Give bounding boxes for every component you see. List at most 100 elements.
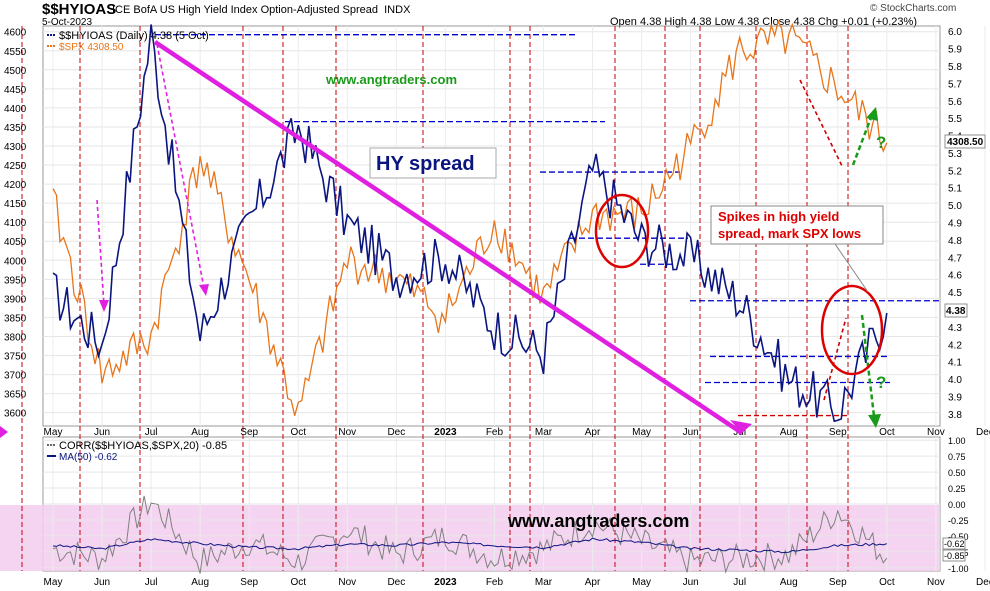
chart-subtitle: ICE BofA US High Yield Index Option-Adju… — [112, 4, 410, 16]
left-tick-label: 4400 — [4, 104, 27, 115]
x-tick-label-bottom: Jul — [145, 577, 158, 588]
right-tick-label: 5.9 — [948, 45, 962, 56]
x-tick-label: Jul — [145, 427, 158, 438]
left-tick-label: 4500 — [4, 66, 27, 77]
x-tick-label-bottom: 2023 — [434, 577, 457, 588]
right-tick-label: 5.2 — [948, 166, 962, 177]
left-tick-label: 3800 — [4, 332, 27, 343]
green-arrowhead — [868, 414, 881, 428]
right-axis-ticks: 3.83.94.04.14.24.34.44.54.64.74.84.95.05… — [948, 27, 962, 421]
website-bottom: www.angtraders.com — [507, 511, 689, 531]
x-tick-label-bottom: Feb — [486, 577, 504, 588]
left-tick-label: 3950 — [4, 275, 27, 286]
spikes-note-box — [710, 205, 884, 245]
spikes-note-line1: Spikes in high yield — [718, 209, 839, 224]
x-tick-label-bottom: Jun — [94, 577, 110, 588]
x-tick-label: Oct — [879, 427, 895, 438]
x-tick-label: Sep — [829, 427, 847, 438]
right-tick-label: 4.5 — [948, 288, 962, 299]
legend-corr: CORR($$HYIOAS,$SPX,20) -0.85 — [59, 440, 227, 452]
website-top: www.angtraders.com — [325, 72, 457, 87]
x-tick-label: Sep — [240, 427, 258, 438]
right-tick-label: 4.7 — [948, 253, 962, 264]
corr-tick-label: -0.50 — [948, 532, 969, 542]
spx-line — [52, 19, 888, 416]
x-tick-label-bottom: Sep — [829, 577, 847, 588]
ma-price-text: -0.85 — [944, 551, 965, 561]
main-panel-frame — [42, 25, 941, 427]
left-tick-label: 4050 — [4, 237, 27, 248]
red-dashed-verticals — [21, 26, 849, 571]
hy-spread-label: HY spread — [376, 153, 475, 175]
x-tick-label-bottom: Oct — [879, 577, 895, 588]
legend-spx: $SPX 4308.50 — [59, 42, 124, 53]
spikes-note-line2: spread, mark SPX lows — [718, 226, 861, 241]
exchange-code: INDX — [384, 4, 411, 16]
x-tick-label-bottom: Apr — [585, 577, 601, 588]
red-circle-oct — [820, 284, 884, 376]
legend-hyioas: $$HYIOAS (Daily) 4.38 (5 Oct) — [59, 30, 209, 42]
x-tick-label: Apr — [585, 427, 601, 438]
left-tick-label: 4250 — [4, 161, 27, 172]
spx-price-text: 4308.50 — [947, 137, 984, 148]
x-tick-label: Dec — [387, 427, 405, 438]
question-mark-2: ? — [876, 373, 886, 392]
ma-price-tag — [942, 549, 966, 562]
ma50-line — [52, 537, 887, 554]
left-tick-label: 4550 — [4, 47, 27, 58]
corr-tick-label: 0.00 — [948, 500, 966, 510]
x-tick-label-bottom: Sep — [240, 577, 258, 588]
red-circle-may — [594, 193, 650, 269]
left-tick-label: 4600 — [4, 28, 27, 39]
x-tick-label: Oct — [290, 427, 306, 438]
right-tick-label: 5.0 — [948, 201, 962, 212]
corr-price-tag — [942, 537, 966, 550]
left-tick-label: 4300 — [4, 142, 27, 153]
spikes-note-pointer — [834, 243, 869, 293]
x-tick-label: Dec — [976, 427, 990, 438]
right-tick-label: 5.5 — [948, 114, 962, 125]
corr-price-text: -0.62 — [944, 539, 965, 549]
right-tick-label: 4.1 — [948, 358, 962, 369]
x-tick-label: May — [632, 427, 651, 438]
right-tick-label: 4.9 — [948, 219, 962, 230]
right-tick-label: 5.1 — [948, 184, 962, 195]
right-tick-label: 6.0 — [948, 27, 962, 38]
x-tick-label-bottom: Oct — [290, 577, 306, 588]
left-tick-label: 3700 — [4, 371, 27, 382]
right-tick-label: 4.8 — [948, 236, 962, 247]
left-tick-label: 3600 — [4, 409, 27, 420]
red-dashed-arrow — [823, 317, 847, 401]
left-axis-ticks: 3600 3650 3700 3750 3800 3850 3900 3950 4000 4050… — [4, 28, 27, 420]
green-dashed-arrow — [851, 114, 874, 166]
left-tick-label: 4200 — [4, 180, 27, 191]
x-tick-label: Feb — [486, 427, 504, 438]
left-tick-label: 4150 — [4, 199, 27, 210]
right-tick-label: 5.8 — [948, 62, 962, 73]
x-tick-label-bottom: Nov — [927, 577, 945, 588]
right-tick-label: 4.6 — [948, 271, 962, 282]
legend-ma: MA(50) -0.62 — [59, 452, 118, 463]
chart-symbol: $$HYIOAS — [42, 1, 117, 18]
x-tick-label-bottom: Nov — [338, 577, 356, 588]
green-arrowhead — [866, 107, 878, 121]
x-axis-ticks-bottom: May Jun Jul Aug Sep Oct Nov Dec 2023 Feb Mar Apr May… — [44, 577, 990, 588]
magenta-arrowhead — [199, 284, 209, 296]
x-tick-label: 2023 — [434, 427, 457, 438]
left-tick-label: 3750 — [4, 352, 27, 363]
corr-tick-label: 0.25 — [948, 484, 966, 494]
hy-price-tag — [944, 303, 968, 318]
x-tick-label: Mar — [535, 427, 553, 438]
chart-date: 5-Oct-2023 — [42, 17, 93, 28]
trendline-arrowhead — [730, 420, 752, 433]
x-tick-label: Nov — [927, 427, 945, 438]
corr-tick-label: 1.00 — [948, 436, 966, 446]
x-tick-label-bottom: Dec — [387, 577, 405, 588]
magenta-trendline — [0, 40, 881, 438]
x-tick-label-bottom: May — [44, 577, 63, 588]
magenta-arrowhead — [99, 300, 109, 312]
left-tick-label: 4000 — [4, 256, 27, 267]
right-tick-label: 4.0 — [948, 375, 962, 386]
left-tick-label: 3650 — [4, 390, 27, 401]
